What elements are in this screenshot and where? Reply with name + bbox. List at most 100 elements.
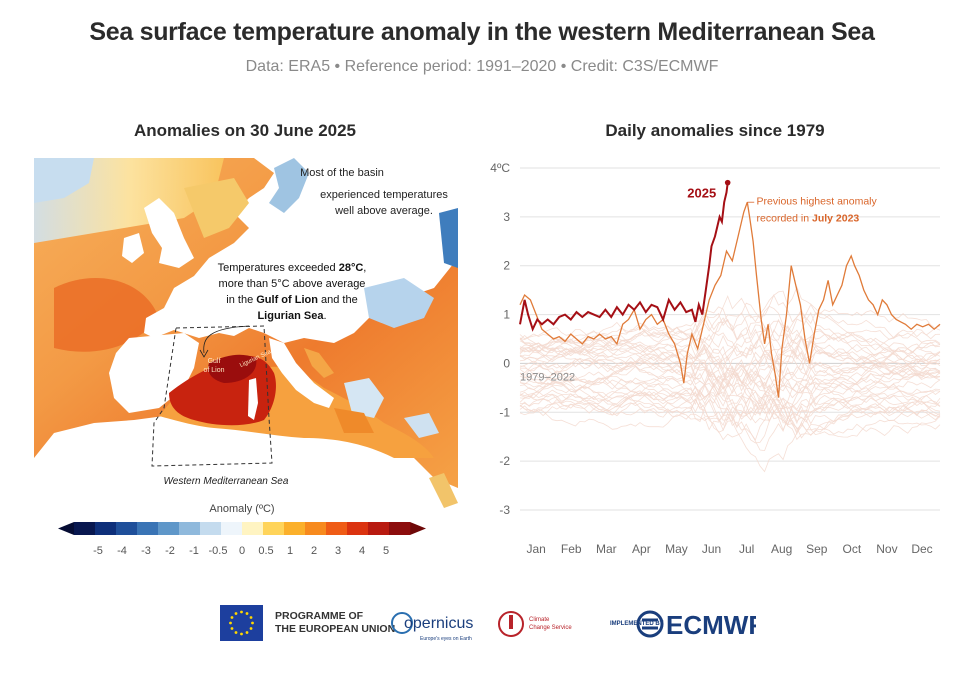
ireland-land bbox=[122, 233, 144, 263]
colorbar-swatch bbox=[347, 522, 369, 535]
background-year-line bbox=[519, 309, 941, 345]
ecmwf-icon bbox=[636, 610, 664, 638]
background-year-line bbox=[519, 334, 941, 427]
copernicus-logo: opernicus Europe's eyes on Earth bbox=[391, 612, 473, 642]
x-tick-label: Jan bbox=[526, 542, 545, 556]
background-year-line bbox=[519, 285, 941, 356]
eu-programme: PROGRAMME OF THE EUROPEAN UNION bbox=[275, 610, 395, 636]
africa-land bbox=[34, 416, 458, 508]
hot-annotation-4: Ligurian Sea. bbox=[257, 310, 326, 322]
background-year-line bbox=[519, 302, 941, 381]
basin-annotation-1: Most of the basin bbox=[300, 167, 384, 179]
eu-star bbox=[230, 616, 234, 619]
colorbar-arrow-right bbox=[410, 522, 426, 535]
colorbar-tick-label: -1 bbox=[189, 545, 199, 557]
colorbar-tick-label: 2 bbox=[311, 545, 317, 557]
colorbar-tick-label: -5 bbox=[93, 545, 103, 557]
hot-annotation-1: Temperatures exceeded 28°C, bbox=[218, 262, 367, 274]
background-year-line bbox=[519, 294, 941, 370]
eu-star bbox=[229, 621, 232, 625]
eu-line-1: PROGRAMME OF bbox=[275, 610, 364, 622]
aegean-sea bbox=[344, 378, 384, 418]
colorbar-swatch bbox=[242, 522, 264, 535]
hot-annotation-1c: , bbox=[363, 262, 366, 274]
background-year-line bbox=[519, 356, 941, 437]
prev-record-annotation-1: Previous highest anomaly bbox=[757, 196, 878, 208]
x-tick-label: Nov bbox=[876, 542, 897, 556]
corsica-sardinia bbox=[248, 378, 258, 420]
background-year-line bbox=[519, 303, 941, 364]
hot-annotation-1a: Temperatures exceeded bbox=[218, 262, 339, 274]
colorbar-swatch bbox=[389, 522, 411, 535]
background-year-line bbox=[519, 352, 941, 394]
series-line-2025 bbox=[519, 182, 729, 332]
x-tick-label: Jun bbox=[702, 542, 721, 556]
background-year-line bbox=[519, 324, 941, 378]
colorbar-tick-label: 1 bbox=[287, 545, 293, 557]
gulf-label-1: Gulf bbox=[208, 358, 221, 365]
colorbar-swatch bbox=[137, 522, 159, 535]
basin-annotation-3: well above average. bbox=[334, 205, 433, 217]
annotation-arrowhead bbox=[199, 349, 209, 358]
background-year-line bbox=[519, 408, 941, 452]
colorbar-tick-label: -4 bbox=[117, 545, 127, 557]
x-tick-label: Jul bbox=[739, 542, 754, 556]
y-ticks: -3 -2 -1 0 1 2 3 4ºC bbox=[490, 161, 510, 517]
eu-line-2: THE EUROPEAN UNION bbox=[275, 623, 396, 635]
map-title: Anomalies on 30 June 2025 bbox=[133, 121, 357, 140]
c3s-logo: Climate Change Service bbox=[498, 611, 572, 637]
hot-annotation-4a: Ligurian Sea bbox=[257, 310, 324, 322]
north-cool-patch bbox=[34, 158, 94, 203]
series-line-2023 bbox=[519, 201, 941, 398]
background-series bbox=[519, 285, 941, 473]
colorbar-tick-label: -3 bbox=[141, 545, 151, 557]
eu-star bbox=[240, 632, 243, 636]
background-year-line bbox=[519, 380, 941, 429]
chart-title: Daily anomalies since 1979 bbox=[605, 121, 825, 140]
x-tick-label: Apr bbox=[632, 542, 651, 556]
colorbar-tick-label: -0.5 bbox=[209, 545, 228, 557]
hot-annotation-4b: . bbox=[323, 310, 326, 322]
atlantic-warm-patch bbox=[54, 278, 159, 352]
colorbar-tick-label: 3 bbox=[335, 545, 341, 557]
eu-star bbox=[240, 610, 243, 614]
colorbar: Anomaly (ºC) -5 -4 -3 -2 -1 -0.5 0 0.5 1 2 3 4 5 bbox=[58, 503, 426, 557]
x-tick-label: Oct bbox=[843, 542, 862, 556]
y-tick-label: -3 bbox=[499, 503, 510, 517]
caspian-sea bbox=[439, 208, 458, 268]
c3s-icon bbox=[498, 611, 524, 637]
eu-star bbox=[245, 612, 249, 615]
x-tick-label: May bbox=[665, 542, 688, 556]
y-tick-label: 2 bbox=[503, 259, 510, 273]
eu-star bbox=[249, 627, 253, 630]
x-tick-label: Sep bbox=[806, 542, 828, 556]
colorbar-swatch bbox=[221, 522, 243, 535]
colorbar-swatch bbox=[284, 522, 306, 535]
hot-annotation-1b: 28°C bbox=[339, 262, 364, 274]
background-year-line bbox=[519, 328, 941, 384]
hot-annotation-3c: and the bbox=[318, 294, 358, 306]
colorbar-tick-label: 4 bbox=[359, 545, 365, 557]
eu-flag-icon bbox=[220, 605, 263, 641]
x-tick-label: Aug bbox=[771, 542, 792, 556]
background-year-line bbox=[519, 371, 941, 419]
eu-star bbox=[234, 612, 238, 615]
italy-land bbox=[269, 338, 334, 408]
colorbar-swatch bbox=[95, 522, 117, 535]
background-year-line bbox=[519, 295, 941, 354]
background-label: 1979–2022 bbox=[520, 372, 575, 384]
colorbar-tick-label: 0.5 bbox=[258, 545, 273, 557]
red-sea bbox=[429, 473, 458, 508]
colorbar-ticks: -5 -4 -3 -2 -1 -0.5 0 0.5 1 2 3 4 5 bbox=[93, 545, 389, 557]
x-tick-label: Feb bbox=[561, 542, 582, 556]
north-sea bbox=[184, 178, 249, 238]
colorbar-tick-label: -2 bbox=[165, 545, 175, 557]
colorbar-swatch bbox=[179, 522, 201, 535]
c3s-line-1: Climate bbox=[529, 617, 550, 623]
baltic-sea bbox=[269, 158, 309, 213]
background-year-line bbox=[519, 361, 941, 424]
region-label: Western Mediterranean Sea bbox=[164, 476, 289, 487]
eu-star bbox=[234, 631, 238, 634]
black-sea bbox=[364, 278, 434, 328]
colorbar-title: Anomaly (ºC) bbox=[209, 503, 274, 515]
